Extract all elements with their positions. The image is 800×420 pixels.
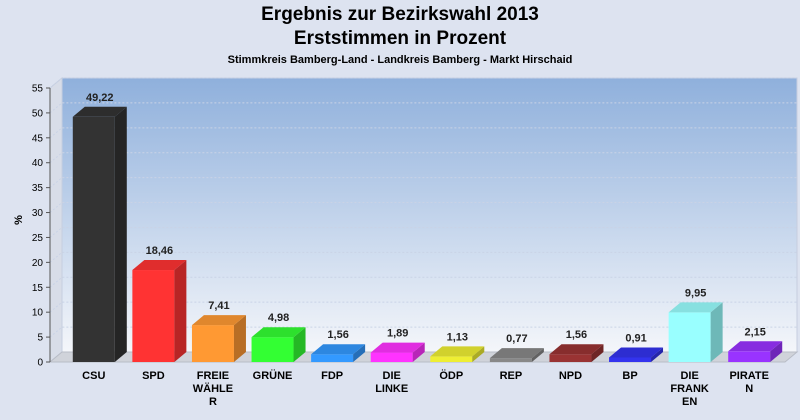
- data-label: 1,56: [327, 329, 348, 341]
- bar-side: [710, 302, 723, 362]
- bar: [489, 358, 532, 362]
- y-tick-label: 20: [32, 258, 44, 269]
- y-tick-label: 45: [32, 133, 44, 144]
- data-label: 1,56: [566, 329, 587, 341]
- gridline: [49, 152, 797, 164]
- gridline: [49, 202, 797, 213]
- x-tick-label: EN: [682, 396, 697, 408]
- y-tick-label: 30: [32, 208, 44, 219]
- bar-side: [472, 346, 485, 362]
- y-tick-label: 50: [32, 108, 44, 119]
- bar-side: [651, 347, 664, 362]
- bar-top: [311, 344, 366, 355]
- y-tick-label: 5: [37, 333, 43, 344]
- y-tick-label: 15: [32, 283, 44, 294]
- x-tick-label: BP: [622, 370, 637, 382]
- x-tick-label: ÖDP: [439, 369, 463, 382]
- bar-side: [293, 327, 306, 362]
- chart-caption: Stimmkreis Bamberg-Land - Landkreis Bamb…: [227, 54, 573, 66]
- bar: [132, 270, 175, 362]
- y-tick-label: 25: [32, 233, 44, 244]
- plot-side-wall: [49, 76, 63, 364]
- bar: [728, 351, 771, 362]
- bar-top: [191, 315, 246, 326]
- x-tick-label: DIE: [680, 370, 698, 382]
- x-tick-label: SPD: [142, 370, 165, 382]
- x-tick-label: REP: [500, 370, 523, 382]
- bar: [430, 356, 473, 362]
- gridline: [49, 226, 797, 238]
- gridline: [49, 251, 797, 263]
- bar-top: [251, 327, 306, 338]
- x-tick-label: LINKE: [375, 383, 408, 395]
- bar-side: [233, 315, 246, 362]
- gridline: [49, 276, 797, 288]
- bar: [251, 337, 294, 362]
- data-label: 0,91: [625, 332, 646, 344]
- data-label: 9,95: [685, 287, 706, 299]
- bar-top: [728, 341, 783, 352]
- bar: [370, 352, 413, 362]
- data-label: 49,22: [86, 92, 114, 104]
- bar: [549, 354, 592, 362]
- gridline: [49, 77, 797, 89]
- bar-top: [132, 260, 187, 271]
- x-tick-label: N: [745, 383, 753, 395]
- bar-top: [668, 302, 723, 313]
- y-tick-label: 10: [32, 308, 44, 319]
- chart-subtitle: Erststimmen in Prozent: [293, 28, 507, 49]
- gridline: [49, 326, 797, 338]
- chart-title: Ergebnis zur Bezirkswahl 2013: [261, 4, 539, 25]
- y-tick-label: 0: [37, 358, 43, 369]
- bar: [609, 357, 652, 362]
- x-tick-label: CSU: [82, 370, 105, 382]
- data-label: 4,98: [268, 312, 289, 324]
- x-tick-label: FREIE: [197, 370, 229, 382]
- x-tick-label: GRÜNE: [253, 369, 293, 382]
- x-tick-label: FDP: [321, 370, 343, 382]
- x-tick-label: NPD: [559, 370, 582, 382]
- bar: [668, 312, 711, 362]
- data-label: 1,13: [447, 331, 468, 343]
- bar-top: [370, 342, 425, 353]
- bar: [72, 116, 115, 362]
- data-label: 7,41: [208, 300, 229, 312]
- bar-side: [412, 342, 425, 362]
- data-label: 18,46: [146, 245, 174, 257]
- x-tick-label: PIRATE: [729, 370, 769, 382]
- x-tick-label: WÄHLE: [193, 382, 233, 395]
- bar-top: [72, 106, 127, 117]
- bar-top: [489, 348, 544, 359]
- bar-side: [114, 106, 127, 362]
- bar: [311, 354, 354, 362]
- y-tick-label: 35: [32, 183, 44, 194]
- gridline: [49, 301, 797, 313]
- bar: [191, 325, 234, 362]
- bar-top: [609, 347, 664, 358]
- data-label: 2,15: [744, 326, 765, 338]
- gridline: [49, 127, 797, 139]
- x-tick-label: DIE: [383, 370, 401, 382]
- gridline: [49, 102, 797, 114]
- y-tick-label: 55: [32, 84, 44, 95]
- bar-top: [549, 344, 604, 355]
- bar-side: [353, 344, 366, 362]
- bar-side: [591, 344, 604, 362]
- x-tick-label: R: [209, 396, 217, 408]
- x-tick-label: FRANK: [670, 383, 709, 395]
- y-axis-label: %: [13, 215, 25, 225]
- bar-side: [770, 341, 783, 362]
- bar-side: [531, 348, 544, 362]
- y-tick-label: 40: [32, 158, 44, 169]
- gridline: [49, 177, 797, 189]
- data-label: 1,89: [387, 328, 408, 340]
- bar-top: [430, 346, 485, 357]
- bar-side: [174, 260, 187, 362]
- data-label: 0,77: [506, 333, 527, 345]
